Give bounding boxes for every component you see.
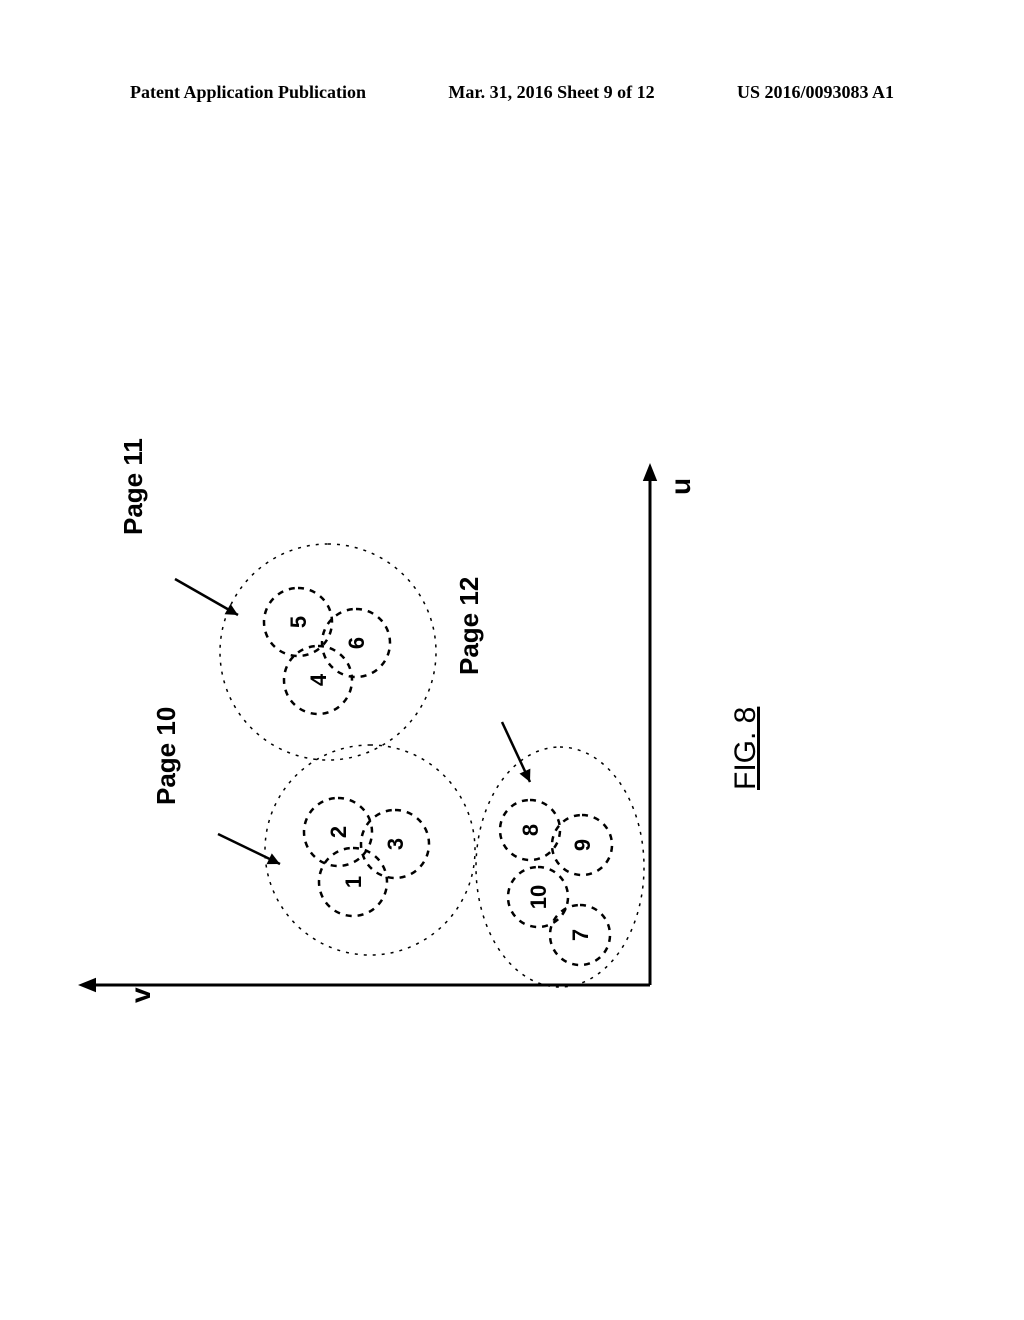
cluster-boundary xyxy=(265,745,475,955)
y-axis-label: v xyxy=(125,987,156,1003)
cluster-node-label: 1 xyxy=(341,876,366,888)
cluster-label: Page 12 xyxy=(454,577,484,675)
cluster-node-label: 3 xyxy=(383,838,408,850)
cluster-node-label: 7 xyxy=(568,929,593,941)
cluster-node-label: 5 xyxy=(286,616,311,628)
cluster-boundary xyxy=(476,747,644,987)
cluster-node-label: 9 xyxy=(570,839,595,851)
figure-caption: FIG. 8 xyxy=(729,707,762,790)
cluster-label: Page 11 xyxy=(118,438,148,535)
cluster-node-label: 2 xyxy=(326,826,351,838)
cluster-node-label: 8 xyxy=(518,824,543,836)
x-axis-label: u xyxy=(665,478,696,495)
cluster-node-label: 4 xyxy=(306,673,331,686)
cluster-boundary xyxy=(220,544,436,760)
cluster-node-label: 10 xyxy=(526,885,551,909)
figure-diagram: v u FIG. 8 1 2 3 Page 10 4 5 6 Page 11 7 10 8 9 Page 12 xyxy=(0,0,1024,1320)
cluster-node-label: 6 xyxy=(344,637,369,649)
cluster-label: Page 10 xyxy=(151,707,181,805)
